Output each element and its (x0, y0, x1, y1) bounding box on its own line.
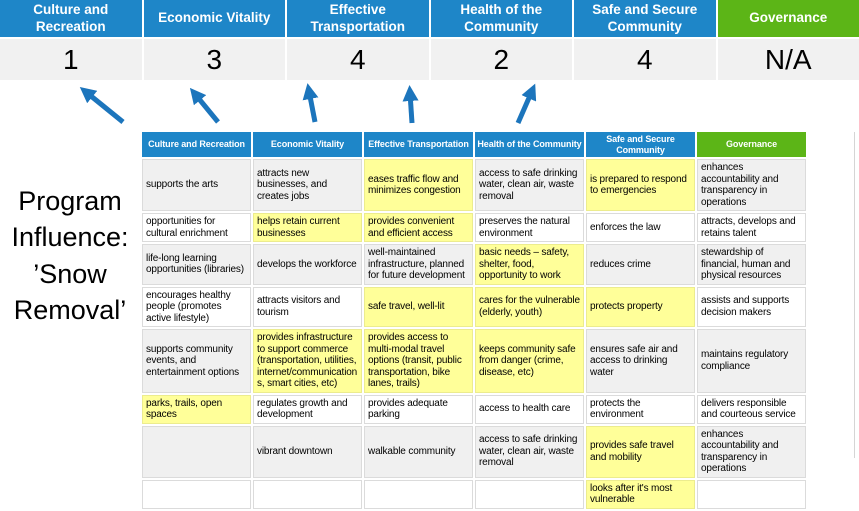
summary-header-economic-vitality: Economic Vitality (144, 0, 286, 37)
score-safe-and-secure-community: 4 (574, 39, 716, 80)
matrix-cell: provides adequate parking (364, 395, 473, 424)
matrix-header-economic-vitality: Economic Vitality (253, 132, 362, 157)
matrix-cell-highlighted: provides access to multi-modal travel op… (364, 329, 473, 393)
matrix-cell: ensures safe air and access to drinking … (586, 329, 695, 393)
matrix-cell: walkable community (364, 426, 473, 478)
matrix-cell: opportunities for cultural enrichment (142, 213, 251, 242)
matrix-cell (364, 480, 473, 509)
matrix-cell-highlighted: protects property (586, 287, 695, 328)
matrix-cell-highlighted: eases traffic flow and minimizes congest… (364, 159, 473, 211)
matrix-cell (697, 480, 806, 509)
score-governance: N/A (718, 39, 859, 80)
matrix-header-effective-transportation: Effective Transportation (364, 132, 473, 157)
matrix-cell: develops the workforce (253, 244, 362, 285)
matrix-header-governance: Governance (697, 132, 806, 157)
matrix-cell-highlighted: provides infrastructure to support comme… (253, 329, 362, 393)
matrix-row: supports community events, and entertain… (142, 329, 806, 393)
matrix-cell: supports community events, and entertain… (142, 329, 251, 393)
matrix-cell: delivers responsible and courteous servi… (697, 395, 806, 424)
matrix-cell-highlighted: is prepared to respond to emergencies (586, 159, 695, 211)
matrix-cell: access to health care (475, 395, 584, 424)
matrix-cell: attracts, develops and retains talent (697, 213, 806, 242)
matrix-cell: encourages healthy people (promotes acti… (142, 287, 251, 328)
matrix-cell: access to safe drinking water, clean air… (475, 426, 584, 478)
matrix-cell: attracts new businesses, and creates job… (253, 159, 362, 211)
matrix-header-row: Culture and Recreation Economic Vitality… (142, 132, 806, 157)
matrix-cell-highlighted: parks, trails, open spaces (142, 395, 251, 424)
matrix-cell: stewardship of financial, human and phys… (697, 244, 806, 285)
matrix-cell-highlighted: basic needs – safety, shelter, food, opp… (475, 244, 584, 285)
matrix-cell: life-long learning opportunities (librar… (142, 244, 251, 285)
up-arrow-icon-4 (410, 93, 412, 123)
matrix-cell: reduces crime (586, 244, 695, 285)
matrix-cell (142, 426, 251, 478)
summary-header-safe-and-secure-community: Safe and Secure Community (574, 0, 716, 37)
matrix-cell: protects the environment (586, 395, 695, 424)
summary-header-governance: Governance (718, 0, 859, 37)
influence-arrows (0, 80, 859, 132)
up-arrow-icon-5 (518, 91, 532, 123)
matrix-row: encourages healthy people (promotes acti… (142, 287, 806, 328)
matrix-cell-highlighted: helps retain current businesses (253, 213, 362, 242)
summary-header-culture-and-recreation: Culture and Recreation (0, 0, 142, 37)
matrix-cell: regulates growth and development (253, 395, 362, 424)
up-arrow-icon-2 (195, 94, 218, 122)
matrix-cell: access to safe drinking water, clean air… (475, 159, 584, 211)
matrix-row: looks after it's most vulnerable (142, 480, 806, 509)
matrix-cell (475, 480, 584, 509)
score-health-of-the-community: 2 (431, 39, 573, 80)
matrix-cell: enforces the law (586, 213, 695, 242)
matrix-header-culture-and-recreation: Culture and Recreation (142, 132, 251, 157)
matrix-cell (142, 480, 251, 509)
matrix-cell: maintains regulatory compliance (697, 329, 806, 393)
score-culture-and-recreation: 1 (0, 39, 142, 80)
priority-summary-table: Culture and Recreation Economic Vitality… (0, 0, 859, 80)
matrix-header-health-of-the-community: Health of the Community (475, 132, 584, 157)
program-influence-matrix: Culture and Recreation Economic Vitality… (140, 130, 808, 511)
up-arrow-icon-3 (309, 91, 315, 122)
score-effective-transportation: 4 (287, 39, 429, 80)
matrix-cell: vibrant downtown (253, 426, 362, 478)
matrix-cell: well-maintained infrastructure, planned … (364, 244, 473, 285)
matrix-header-safe-and-secure-community: Safe and Secure Community (586, 132, 695, 157)
matrix-cell: supports the arts (142, 159, 251, 211)
matrix-cell: enhances accountability and transparency… (697, 426, 806, 478)
program-influence-label: Program Influence: ’Snow Removal’ (0, 183, 140, 329)
matrix-cell: enhances accountability and transparency… (697, 159, 806, 211)
matrix-cell-highlighted: cares for the vulnerable (elderly, youth… (475, 287, 584, 328)
matrix-cell-highlighted: keeps community safe from danger (crime,… (475, 329, 584, 393)
priority-score-row: 1 3 4 2 4 N/A (0, 39, 859, 80)
summary-header-health-of-the-community: Health of the Community (431, 0, 573, 37)
matrix-cell-highlighted: provides safe travel and mobility (586, 426, 695, 478)
matrix-cell-highlighted: looks after it's most vulnerable (586, 480, 695, 509)
up-arrow-icon-1 (86, 92, 123, 122)
matrix-cell (253, 480, 362, 509)
score-economic-vitality: 3 (144, 39, 286, 80)
matrix-row: life-long learning opportunities (librar… (142, 244, 806, 285)
matrix-cell-highlighted: safe travel, well-lit (364, 287, 473, 328)
matrix-cell: attracts visitors and tourism (253, 287, 362, 328)
matrix-cell-highlighted: provides convenient and efficient access (364, 213, 473, 242)
matrix-cell: assists and supports decision makers (697, 287, 806, 328)
priority-header-row: Culture and Recreation Economic Vitality… (0, 0, 859, 37)
window-edge-line (854, 132, 855, 458)
summary-header-effective-transportation: Effective Transportation (287, 0, 429, 37)
matrix-cell: preserves the natural environment (475, 213, 584, 242)
